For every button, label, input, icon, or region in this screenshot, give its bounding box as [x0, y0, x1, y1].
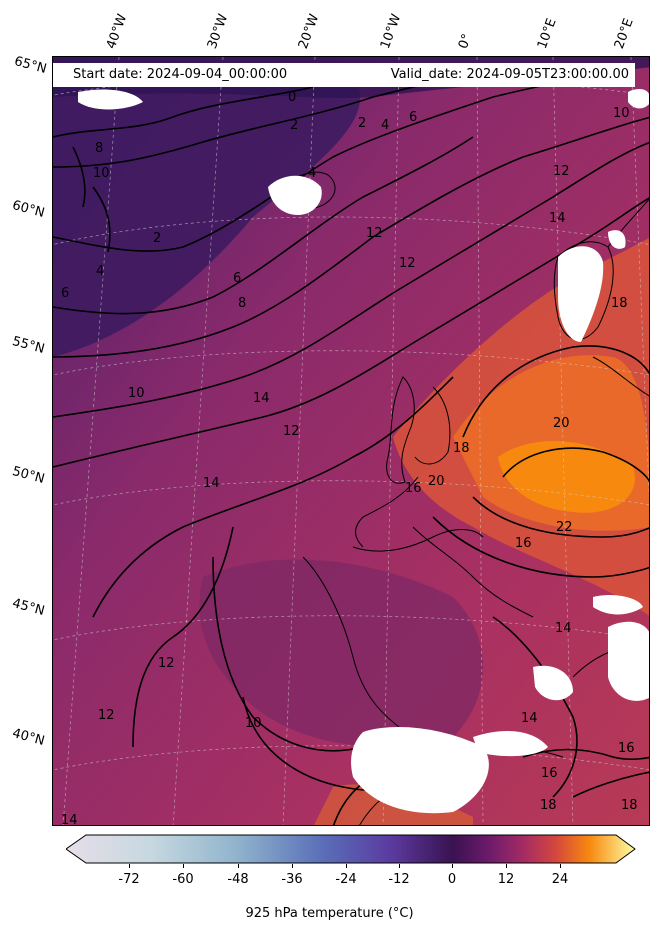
colorbar-scale [66, 834, 636, 864]
colorbar-tickmark [399, 864, 400, 868]
contour-label: 16 [541, 766, 558, 781]
contour-label: 20 [428, 474, 445, 489]
contour-label: 4 [381, 118, 389, 133]
colorbar-tick: -24 [335, 872, 357, 887]
lon-label-10w: 10°W [377, 12, 405, 51]
contour-label: 16 [515, 536, 532, 551]
contour-label: 10 [93, 166, 110, 181]
cool-pool [199, 559, 484, 747]
colorbar-tickmark [238, 864, 239, 868]
contour-label: 12 [98, 708, 115, 723]
contour-label: 6 [61, 286, 69, 301]
colorbar-tickmark [560, 864, 561, 868]
lat-label-45n: 45°N [10, 596, 47, 619]
colorbar-tickmark [183, 864, 184, 868]
contour-label: 10 [613, 106, 630, 121]
contour-label: 2 [358, 116, 366, 131]
lon-label-10e: 10°E [534, 16, 560, 51]
lat-label-65n: 65°N [12, 54, 49, 77]
contour-label: 18 [453, 441, 470, 456]
colorbar-tick: -48 [227, 872, 249, 887]
contour-label: 6 [409, 110, 417, 125]
temperature-map: 0 2 2 2 4 4 4 6 6 6 8 8 10 10 10 10 12 1… [52, 56, 650, 826]
contour-label: 2 [153, 231, 161, 246]
colorbar-tick: -36 [281, 872, 303, 887]
map-svg: 0 2 2 2 4 4 4 6 6 6 8 8 10 10 10 10 12 1… [53, 57, 649, 826]
lon-label-20w: 20°W [295, 12, 323, 51]
contour-label: 4 [96, 264, 104, 279]
colorbar-tickmark [452, 864, 453, 868]
colorbar-tick: 0 [447, 872, 457, 887]
contour-label: 12 [158, 656, 175, 671]
colorbar-tick: -72 [118, 872, 140, 887]
contour-label: 14 [61, 813, 78, 826]
lon-label-40w: 40°W [103, 12, 131, 51]
contour-label: 14 [203, 476, 220, 491]
colorbar-tick: 12 [497, 872, 515, 887]
lat-label-50n: 50°N [10, 464, 47, 487]
masked-terrain [78, 89, 649, 814]
contour-label: 4 [308, 166, 316, 181]
colorbar-tick: 24 [551, 872, 569, 887]
colorbar-tick: -12 [388, 872, 410, 887]
valid-date-label: Valid_date: 2024-09-05T23:00:00.00 [390, 67, 629, 82]
contour-label: 12 [366, 226, 383, 241]
contour-label: 6 [233, 271, 241, 286]
contour-label: 12 [399, 256, 416, 271]
cold-region [53, 72, 361, 358]
contour-label: 12 [553, 164, 570, 179]
contour-label: 18 [621, 798, 638, 813]
contour-label: 16 [405, 481, 422, 496]
contour-label: 10 [128, 386, 145, 401]
contour-label: 14 [521, 711, 538, 726]
contour-label: 18 [611, 296, 628, 311]
colorbar-tick: -60 [172, 872, 194, 887]
contour-label: 2 [290, 118, 298, 133]
lon-label-20e: 20°E [611, 16, 637, 51]
header-bar [53, 63, 635, 87]
colorbar-tickmark [346, 864, 347, 868]
contour-label: 14 [549, 211, 566, 226]
contour-label: 18 [540, 798, 557, 813]
contour-label: 12 [283, 424, 300, 439]
lat-label-55n: 55°N [10, 334, 47, 357]
lon-label-0: 0° [455, 31, 476, 51]
hottest-core [498, 440, 635, 513]
colorbar-tickmark [292, 864, 293, 868]
contour-label: 20 [553, 416, 570, 431]
start-date-label: Start date: 2024-09-04_00:00:00 [73, 67, 288, 82]
colorbar-label: 925 hPa temperature (°C) [245, 906, 414, 921]
contour-label: 8 [238, 296, 246, 311]
lon-label-30w: 30°W [204, 12, 232, 51]
lat-label-40n: 40°N [10, 726, 47, 749]
contour-label: 14 [253, 391, 270, 406]
colorbar-tickmark [129, 864, 130, 868]
contour-labels: 0 2 2 2 4 4 4 6 6 6 8 8 10 10 10 10 12 1… [61, 90, 638, 826]
colorbar-tickmark [506, 864, 507, 868]
contour-label: 22 [556, 520, 573, 535]
colorbar [66, 834, 636, 864]
contour-label: 10 [245, 716, 262, 731]
contour-label: 16 [618, 741, 635, 756]
contour-label: 14 [555, 621, 572, 636]
contour-label: 8 [95, 141, 103, 156]
contour-lines [53, 66, 649, 825]
contour-label: 0 [288, 90, 296, 105]
lat-label-60n: 60°N [10, 198, 47, 221]
